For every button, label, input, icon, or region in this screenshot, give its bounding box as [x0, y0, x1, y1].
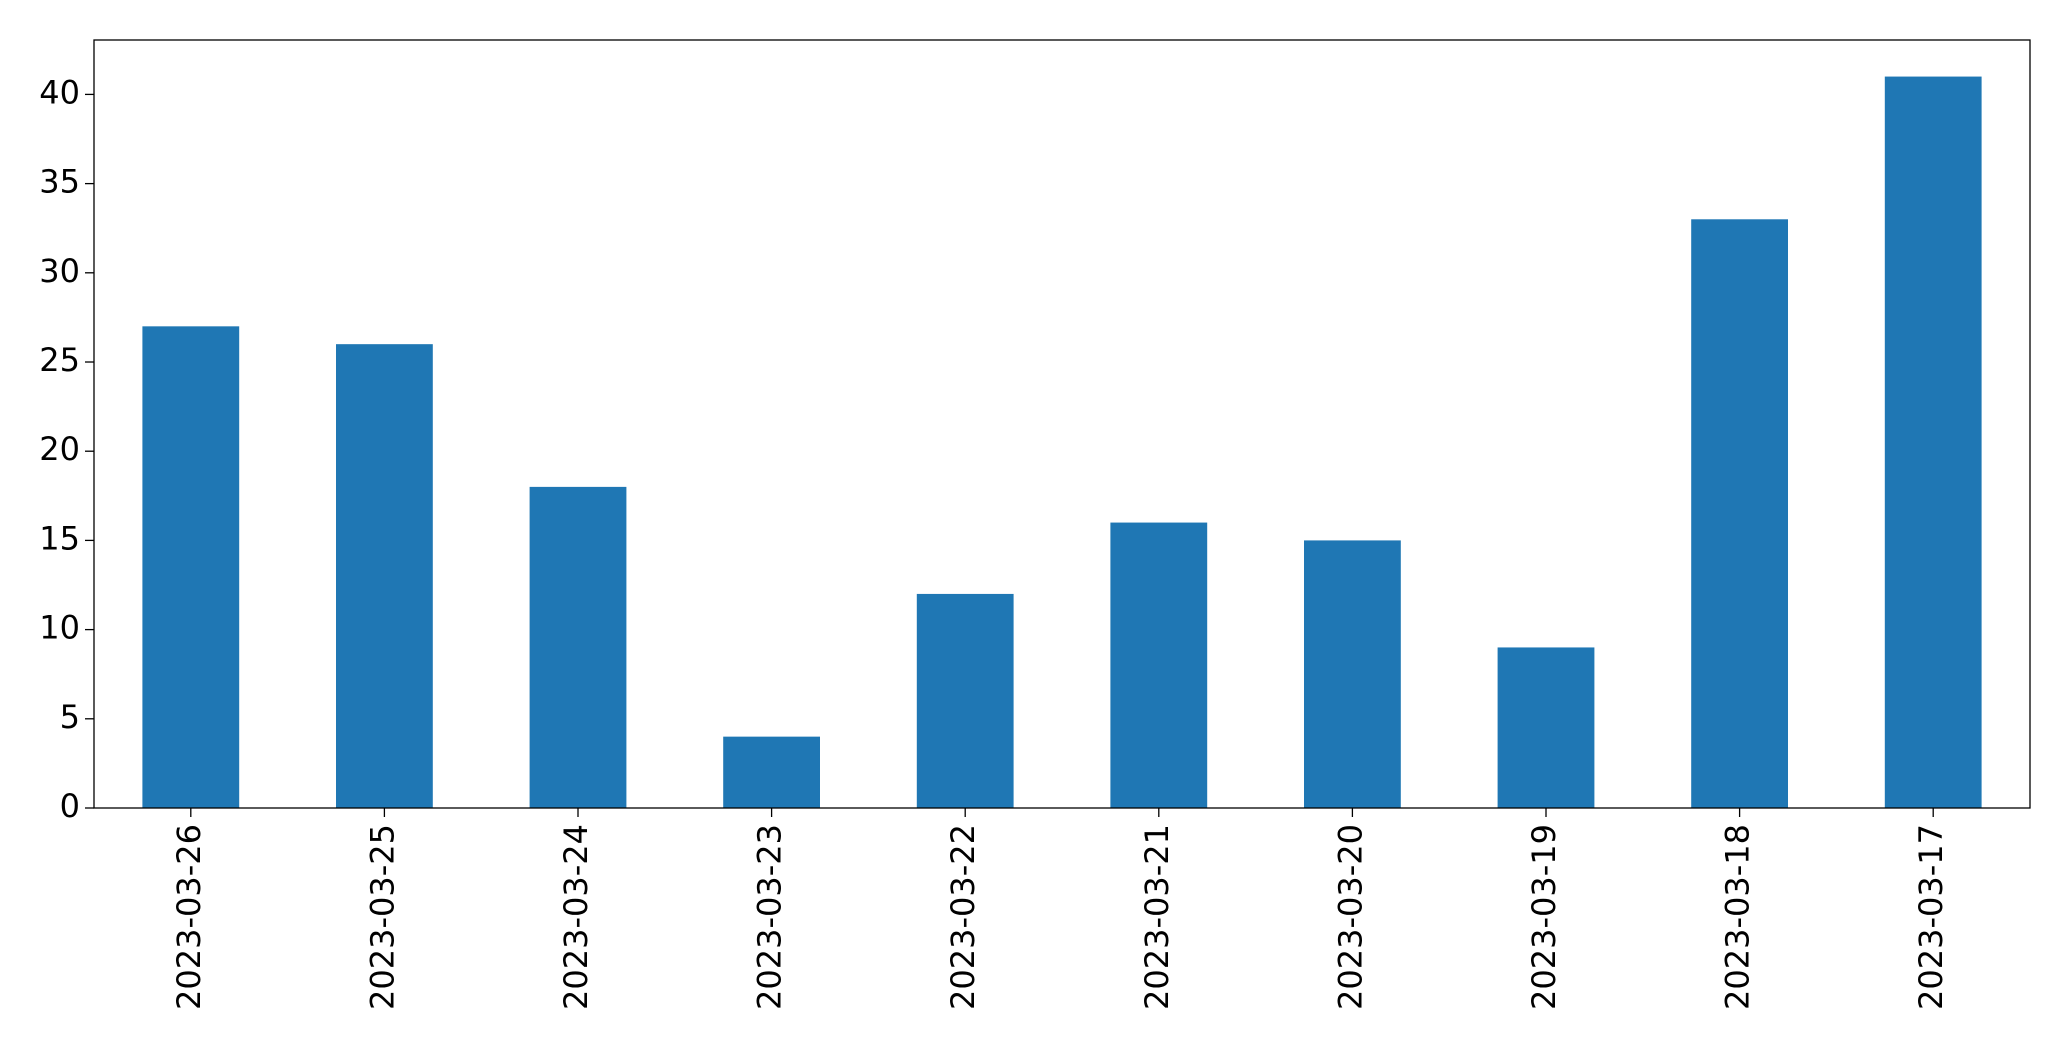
bar: [916, 593, 1014, 808]
y-tick-label: 40: [39, 73, 80, 111]
x-tick-label: 2023-03-24: [557, 824, 595, 1010]
x-tick-label: 2023-03-19: [1525, 824, 1563, 1010]
y-tick-label: 20: [39, 430, 80, 468]
bar: [336, 344, 433, 808]
y-tick-label: 0: [60, 787, 80, 825]
bar: [1691, 219, 1788, 809]
y-tick-label: 10: [39, 609, 80, 647]
bar: [1110, 522, 1208, 808]
bar: [529, 486, 627, 808]
y-tick-label: 15: [39, 519, 80, 557]
y-tick-label: 5: [60, 698, 80, 736]
bar: [1884, 76, 1982, 809]
bar: [723, 736, 820, 808]
bar: [142, 326, 240, 808]
x-tick-label: 2023-03-20: [1331, 824, 1369, 1010]
bar: [1304, 540, 1401, 808]
plot-frame: [93, 39, 2031, 809]
x-tick-label: 2023-03-22: [944, 824, 982, 1010]
y-tick-label: 35: [39, 163, 80, 201]
x-tick-label: 2023-03-26: [170, 824, 208, 1010]
y-tick-label: 30: [39, 252, 80, 290]
y-tick-label: 25: [39, 341, 80, 379]
x-tick-label: 2023-03-21: [1138, 824, 1176, 1010]
x-tick-label: 2023-03-17: [1912, 824, 1950, 1010]
x-tick-label: 2023-03-18: [1719, 824, 1757, 1010]
x-tick-label: 2023-03-25: [363, 824, 401, 1010]
bar: [1497, 647, 1595, 808]
x-tick-label: 2023-03-23: [751, 824, 789, 1010]
